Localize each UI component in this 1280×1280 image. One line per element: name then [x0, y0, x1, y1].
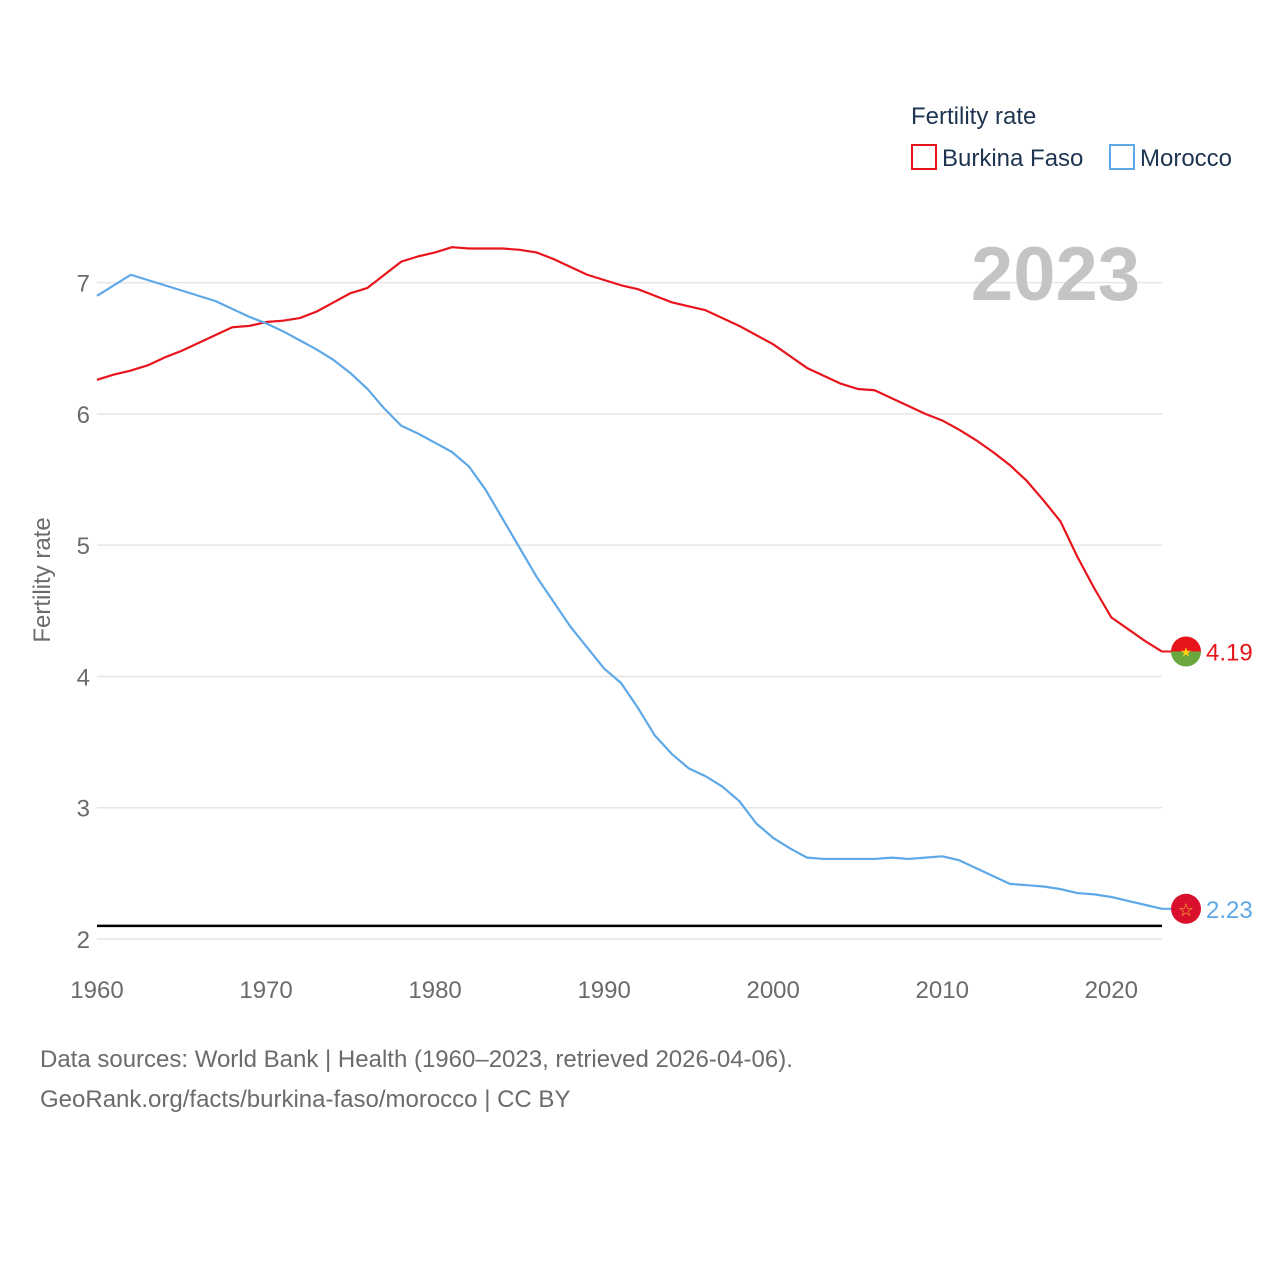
legend-item-morocco[interactable]: Morocco — [1109, 144, 1232, 172]
end-value-label-burkina-faso: 4.19 — [1206, 640, 1253, 667]
year-watermark: 2023 — [971, 232, 1140, 317]
y-tick-label: 5 — [77, 533, 90, 560]
y-tick-label: 2 — [77, 927, 90, 954]
series-line-morocco — [96, 273, 1163, 910]
x-tick-label: 2000 — [746, 977, 799, 1004]
flag-red-half — [1171, 636, 1201, 652]
flag-marker-burkina-faso: ★ — [1162, 636, 1201, 667]
legend-swatch-burkina-faso — [911, 144, 937, 170]
y-tick-label: 4 — [77, 664, 90, 691]
x-tick-label: 1980 — [408, 977, 461, 1004]
x-tick-label: 1970 — [239, 977, 292, 1004]
x-tick-label: 1960 — [70, 977, 123, 1004]
legend-item-burkina-faso[interactable]: Burkina Faso — [911, 144, 1083, 172]
legend-title: Fertility rate — [911, 103, 1036, 130]
flag-star-icon: ★ — [1180, 646, 1192, 661]
x-tick-label: 1990 — [577, 977, 630, 1004]
flag-marker-morocco: ☆ — [1162, 893, 1201, 924]
y-axis-title: Fertility rate — [29, 517, 56, 642]
legend-label-burkina-faso: Burkina Faso — [942, 145, 1083, 172]
legend-label-morocco: Morocco — [1140, 145, 1232, 172]
y-tick-label: 7 — [77, 271, 90, 298]
legend-swatch-morocco — [1109, 144, 1135, 170]
y-tick-label: 3 — [77, 796, 90, 823]
flag-red-disc — [1171, 893, 1201, 924]
end-value-label-morocco: 2.23 — [1206, 897, 1253, 924]
flag-star-icon: ☆ — [1178, 900, 1194, 921]
x-tick-label: 2010 — [916, 977, 969, 1004]
series-line-burkina-faso — [96, 246, 1163, 653]
x-tick-label: 2020 — [1085, 977, 1138, 1004]
footer-data-sources: Data sources: World Bank | Health (1960–… — [40, 1046, 793, 1073]
footer-attribution: GeoRank.org/facts/burkina-faso/morocco |… — [40, 1086, 571, 1113]
footer: Data sources: World Bank | Health (1960–… — [40, 1040, 793, 1120]
y-tick-label: 6 — [77, 402, 90, 429]
legend: Fertility rate Burkina Faso Morocco — [911, 103, 1232, 172]
flag-green-half — [1171, 651, 1201, 667]
